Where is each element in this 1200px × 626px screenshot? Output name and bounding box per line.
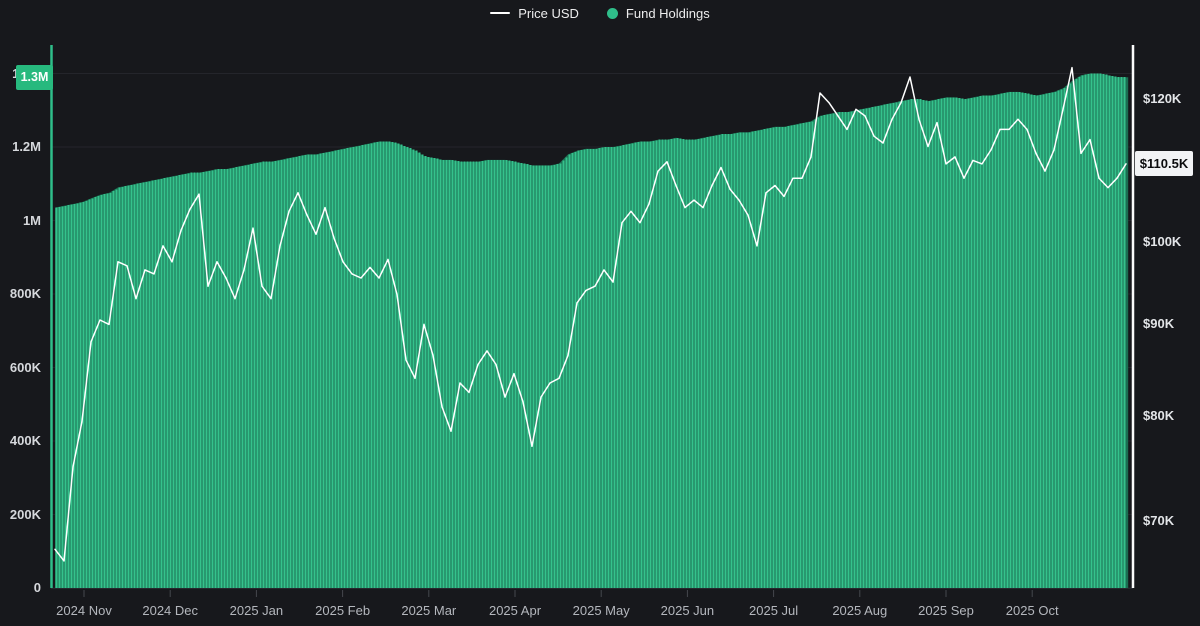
x-axis-month-label: 2025 Sep	[918, 603, 974, 618]
legend-item-price[interactable]: Price USD	[490, 6, 579, 21]
legend: Price USD Fund Holdings	[0, 0, 1200, 26]
left-axis-tick-label: 200K	[9, 506, 41, 522]
right-axis-tick-label: $100K	[1143, 234, 1182, 249]
price-line-icon	[490, 12, 511, 14]
holdings-current-badge: 1.3M	[16, 64, 53, 90]
x-axis-month-label: 2025 May	[572, 603, 630, 618]
legend-item-holdings[interactable]: Fund Holdings	[606, 5, 710, 21]
left-axis-tick-label: 800K	[9, 286, 41, 301]
x-axis-month-label: 2025 Jul	[749, 603, 799, 618]
holdings-dot-icon	[606, 7, 618, 19]
x-axis-month-label: 2025 Oct	[1005, 603, 1059, 618]
left-axis-tick-label: 1.2M	[12, 139, 41, 154]
x-axis-month-label: 2024 Dec	[142, 603, 199, 618]
right-axis-tick-label: $70K	[1143, 512, 1175, 528]
x-axis-month-label: 2025 Apr	[488, 603, 542, 618]
x-axis-month-label: 2025 Mar	[401, 603, 457, 618]
x-axis-month-label: 2025 Jan	[229, 603, 284, 618]
legend-price-label: Price USD	[518, 5, 579, 21]
x-axis-month-label: 2025 Feb	[315, 603, 371, 618]
price-current-badge: $110.5K	[1135, 151, 1193, 177]
left-axis-tick-label: 1M	[22, 212, 41, 228]
x-axis-month-label: 2024 Nov	[56, 603, 112, 618]
left-axis-tick-label: 0	[33, 580, 41, 595]
right-axis-tick-label: $120K	[1143, 91, 1182, 107]
right-axis-tick-label: $90K	[1143, 316, 1175, 332]
right-axis-tick-label: $80K	[1143, 408, 1175, 424]
left-axis-tick-label: 400K	[9, 433, 41, 448]
legend-holdings-label: Fund Holdings	[625, 5, 710, 21]
x-axis-month-label: 2025 Aug	[832, 603, 888, 618]
x-axis-month-label: 2025 Jun	[660, 603, 715, 618]
left-axis-tick-label: 600K	[9, 359, 41, 375]
